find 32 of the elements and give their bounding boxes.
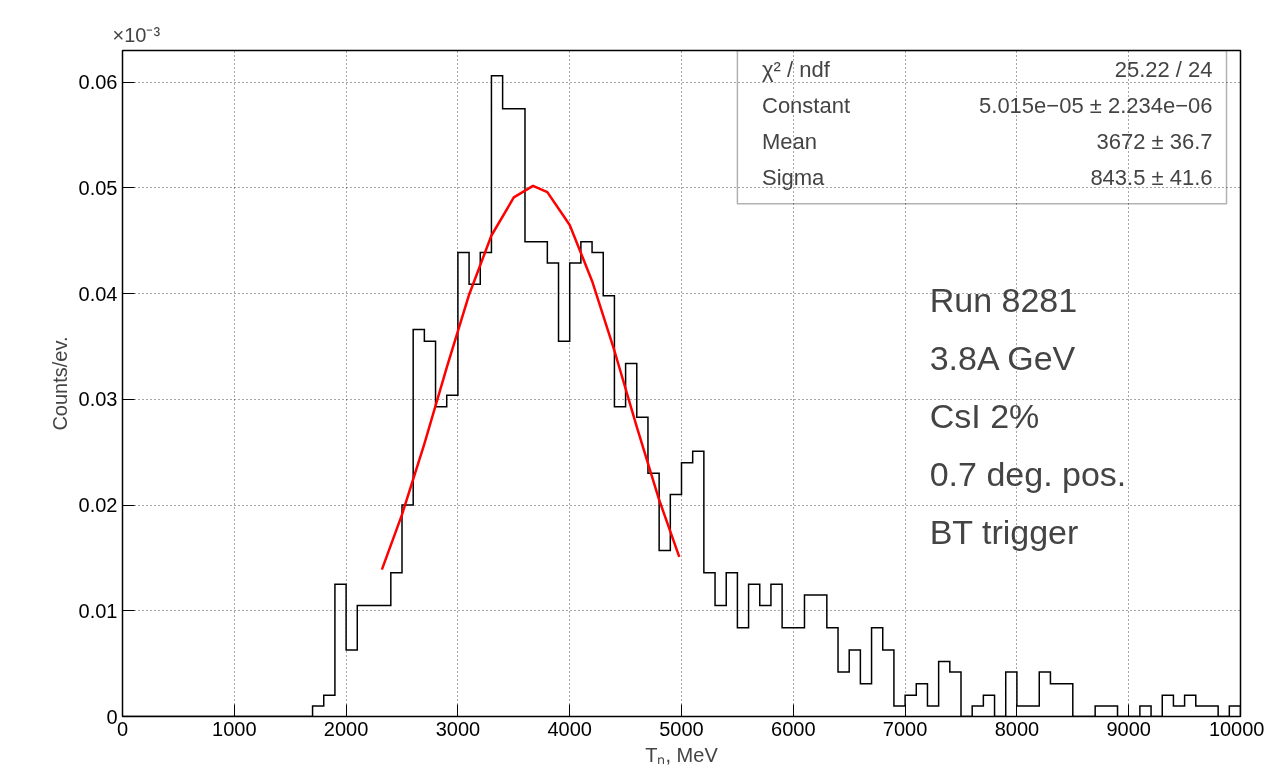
annotation: 5.015e−05 ± 2.234e−06 — [979, 92, 1213, 118]
x-tick-label: 1000 — [212, 717, 257, 740]
annotation: 843.5 ± 41.6 — [1090, 164, 1213, 190]
x-axis-title: Tₙ, MeV — [645, 743, 719, 766]
annotation: 25.22 / 24 — [1114, 56, 1213, 82]
y-tick-label: 0.02 — [78, 494, 118, 517]
annotation: CsI 2% — [929, 397, 1040, 436]
y-tick-label: 0.05 — [78, 176, 118, 199]
x-tick-label: 9000 — [1106, 717, 1151, 740]
x-tick-label: 8000 — [994, 717, 1040, 740]
x-tick-label: 5000 — [659, 717, 704, 740]
annotation: Sigma — [762, 164, 826, 190]
x-tick-label: 4000 — [547, 717, 592, 740]
annotation: 3672 ± 36.7 — [1096, 128, 1213, 154]
x-tick-label: 10000 — [1208, 717, 1264, 740]
y-tick-label: 0.03 — [78, 388, 118, 411]
x-tick-label: 2000 — [323, 717, 369, 740]
y-tick-label: 0.04 — [78, 282, 118, 305]
annotation: 0.7 deg. pos. — [929, 455, 1127, 494]
y-axis-title: Counts/ev. — [48, 336, 71, 431]
annotation: χ² / ndf — [762, 56, 831, 82]
y-tick-label: 0.01 — [78, 599, 118, 622]
y-tick-label: 0.06 — [78, 71, 118, 94]
annotation: Mean — [762, 128, 818, 154]
x-tick-label: 3000 — [435, 717, 481, 740]
annotation: Constant — [762, 92, 851, 118]
x-tick-label: 6000 — [771, 717, 816, 740]
annotation: Run 8281 — [929, 281, 1078, 320]
x-tick-label: 7000 — [882, 717, 928, 740]
text: ×10⁻³ — [112, 23, 161, 46]
annotation: 3.8A GeV — [929, 339, 1076, 378]
annotation: BT trigger — [929, 513, 1079, 552]
